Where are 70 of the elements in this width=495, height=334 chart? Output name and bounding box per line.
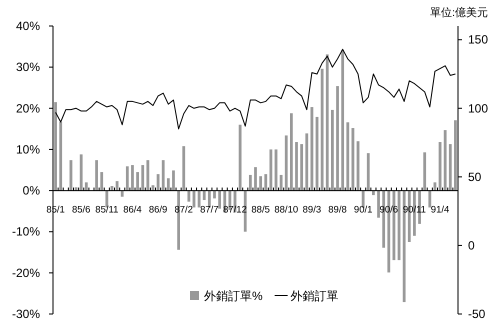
bar <box>310 107 314 191</box>
bar <box>238 124 242 191</box>
bar <box>438 142 442 191</box>
bar <box>136 172 139 191</box>
x-tick-label: 85/11 <box>95 204 118 216</box>
bar <box>295 142 298 191</box>
y2-tick-label: 100 <box>468 101 488 116</box>
bar <box>213 190 216 198</box>
x-tick-label: 87/2 <box>174 204 193 216</box>
x-tick-label: 90/1 <box>354 204 372 216</box>
y2-tick-label: -50 <box>468 307 486 321</box>
y-tick-label: 10% <box>16 142 40 156</box>
y-tick-label: -10% <box>12 224 40 239</box>
y-tick-label: 40% <box>16 19 40 33</box>
bar <box>316 116 318 191</box>
bar <box>320 68 324 191</box>
x-tick-label: 88/10 <box>274 204 298 216</box>
y-tick-label: -20% <box>12 266 40 280</box>
bar <box>54 102 57 191</box>
bar <box>377 190 380 218</box>
bar <box>398 190 400 260</box>
x-tick-label: 86/4 <box>123 204 142 216</box>
bar <box>269 149 272 191</box>
bar <box>300 144 304 191</box>
bar <box>172 170 175 191</box>
bar <box>156 174 160 191</box>
bar <box>454 120 457 191</box>
x-tick-label: 86/9 <box>148 204 168 216</box>
bar <box>95 160 98 191</box>
text: 單位:億美元 <box>430 6 488 19</box>
x-tick-label: 90/11 <box>402 204 426 216</box>
y-tick-label: -30% <box>12 307 40 321</box>
bar <box>254 167 257 191</box>
bar <box>116 181 118 191</box>
x-tick-label: 89/8 <box>328 204 347 216</box>
bar <box>336 86 339 191</box>
legend-label: 外銷訂單 <box>290 289 339 303</box>
x-tick-label: 87/7 <box>200 204 219 216</box>
bar <box>280 174 283 191</box>
x-tick-label: 88/5 <box>251 204 270 216</box>
bar <box>187 190 190 202</box>
bar <box>208 190 211 208</box>
bar <box>110 186 114 191</box>
bar <box>248 174 252 191</box>
y-tick-label: 30% <box>16 60 40 74</box>
x-tick-label: 85/6 <box>72 204 90 216</box>
bar <box>331 110 334 191</box>
bar <box>352 128 354 191</box>
legend-label: 外銷訂單% <box>204 289 263 303</box>
y2-tick-label: 0 <box>468 238 475 252</box>
bar <box>372 190 375 196</box>
bar <box>152 185 154 191</box>
y-tick-label: 0% <box>22 184 40 198</box>
bar <box>70 160 72 191</box>
bar <box>131 165 134 191</box>
y2-tick-label: 150 <box>468 32 488 47</box>
y-tick-label: 20% <box>16 101 40 116</box>
x-tick-label: 90/6 <box>380 204 398 216</box>
bar <box>274 149 278 191</box>
x-tick-label: 87/12 <box>223 204 247 216</box>
bar <box>434 182 436 191</box>
bar <box>290 113 293 191</box>
bar <box>356 141 360 191</box>
x-tick-label: 91/4 <box>430 204 450 216</box>
bar <box>218 190 222 209</box>
bar <box>198 190 201 208</box>
x-tick-label: 89/3 <box>302 204 322 216</box>
bar <box>259 176 262 191</box>
y2-tick-label: 50 <box>468 170 482 184</box>
bar <box>192 190 196 208</box>
